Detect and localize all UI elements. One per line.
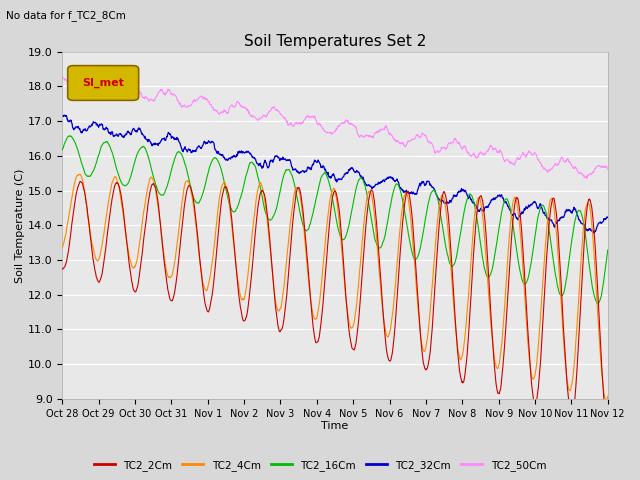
Y-axis label: Soil Temperature (C): Soil Temperature (C) <box>15 168 25 283</box>
Legend: TC2_2Cm, TC2_4Cm, TC2_16Cm, TC2_32Cm, TC2_50Cm: TC2_2Cm, TC2_4Cm, TC2_16Cm, TC2_32Cm, TC… <box>90 456 550 475</box>
X-axis label: Time: Time <box>321 421 349 432</box>
Text: SI_met: SI_met <box>82 78 124 88</box>
Text: No data for f_TC2_8Cm: No data for f_TC2_8Cm <box>6 10 126 21</box>
Title: Soil Temperatures Set 2: Soil Temperatures Set 2 <box>244 34 426 49</box>
FancyBboxPatch shape <box>68 66 139 100</box>
